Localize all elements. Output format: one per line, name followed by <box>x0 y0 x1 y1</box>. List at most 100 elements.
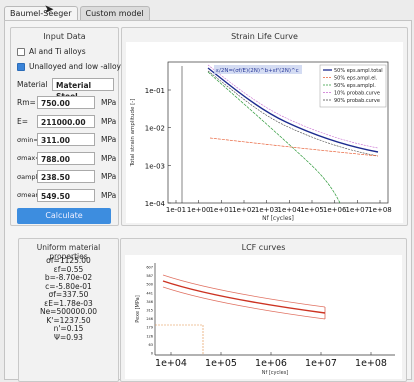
field-input[interactable]: 238.50 <box>37 170 95 183</box>
input-row: σmean= 549.50 MPa <box>17 188 116 202</box>
x-tick-label: 1e+06 <box>323 206 347 214</box>
property-item: c=-5.80e-01 <box>45 281 92 291</box>
formula-text: ε/2N=(σf/E)(2N)^b+εf'(2N)^c <box>216 68 299 74</box>
property-item: Ne=500000.00 <box>39 307 98 316</box>
lcf-title: LCF curves <box>241 243 286 252</box>
field-input[interactable]: 750.00 <box>37 96 95 109</box>
field-input[interactable]: 311.00 <box>37 133 95 146</box>
y-axis-label: Pexe [MPa] <box>135 295 141 322</box>
x-tick-label: 1e+05 <box>205 358 237 369</box>
y-tick-label: 1e-01 <box>145 87 165 95</box>
x-tick-label: 1e+02 <box>232 206 256 214</box>
tab-baumel-seeger[interactable]: Baumel-Seeger <box>4 6 78 22</box>
field-label: Rm= <box>17 98 36 107</box>
x-tick-label: 1e+03 <box>255 206 279 214</box>
input-row: σmin= 311.00 MPa <box>17 133 116 146</box>
al-ti-checkbox[interactable]: Al and Ti alloys <box>17 47 86 56</box>
legend-label: 50% eps.ampl.el. <box>334 76 378 82</box>
legend-label: 50% eps.ampl.total <box>334 68 383 74</box>
input-row: σmax= 788.00 MPa <box>17 151 116 165</box>
properties-list: σf=1125.00 εf=0.55 b=-8.70e-02 c=-5.80e-01 σ… <box>31 256 106 342</box>
property-item: εf=0.55 <box>53 264 84 274</box>
field-unit: MPa <box>101 135 117 144</box>
input-data-title: Input Data <box>43 32 86 41</box>
mouse-cursor-icon: ➤ <box>44 2 55 16</box>
x-tick-label: 1e+07 <box>346 206 370 214</box>
x-tick-label: 1e+04 <box>155 358 187 369</box>
input-data-group: Input Data Al and Ti alloys Unalloyed an… <box>10 27 121 226</box>
upper-curve <box>162 274 326 308</box>
calculate-button[interactable]: Calculate <box>17 208 111 224</box>
y-tick-label: 587 <box>146 274 153 278</box>
unalloyed-checkbox[interactable]: Unalloyed and low -alloy <box>17 62 121 71</box>
strain-life-group: Strain Life Curve 1e-01 1e+00 1e+01 1e+02 1e… <box>121 27 408 226</box>
properties-group: Uniform material properties σf=1125.00 εf… <box>18 238 119 382</box>
property-item: Ψ=0.93 <box>54 332 83 342</box>
x-tick-label: 1e-01 <box>166 206 186 214</box>
al-ti-label: Al and Ti alloys <box>29 47 86 56</box>
x-axis-label: Nf [cycles] <box>262 215 294 222</box>
legend-label: 90% probab.curve <box>334 98 380 104</box>
field-label: σampl= <box>17 172 43 181</box>
y-tick-label: 315 <box>146 309 153 313</box>
property-item: σf=337.50 <box>48 290 89 299</box>
y-tick-label: 0 <box>151 352 153 356</box>
y-tick-label: 1e-02 <box>145 125 165 133</box>
property-item: εE=1.78e-03 <box>44 298 93 308</box>
strain-life-title: Strain Life Curve <box>231 32 298 41</box>
strain-plot-canvas: 1e-01 1e+00 1e+01 1e+02 1e+03 1e+04 1e+05 1e+06… <box>126 42 403 223</box>
total-strain-line <box>207 67 379 153</box>
tab-custom-model[interactable]: Custom model <box>79 6 150 21</box>
material-row: Material Material Steel <box>17 78 114 101</box>
probab-10-line <box>207 64 379 149</box>
x-tick-label: 1e+05 <box>300 206 324 214</box>
elastic-strain-line <box>209 137 379 157</box>
x-tick-label: 1e+07 <box>305 358 337 369</box>
lcf-group: LCF curves 1e+04 1e+05 1e+06 1e+07 1e+08 607 5… <box>120 238 407 382</box>
input-row: E= 211000.00 MPa <box>17 114 117 128</box>
strain-life-chart: 1e-01 1e+00 1e+01 1e+02 1e+03 1e+04 1e+05 1e+06… <box>130 61 392 222</box>
lower-curve <box>162 286 326 320</box>
material-label: Material <box>17 80 48 89</box>
field-label: σmean= <box>17 191 45 199</box>
x-tick-label: 1e+08 <box>355 358 387 369</box>
field-unit: MPa <box>101 98 117 107</box>
x-tick-label: 1e+00 <box>187 206 211 214</box>
mean-curve <box>162 280 326 314</box>
property-item: n'=0.15 <box>53 324 84 333</box>
checkbox-box[interactable] <box>17 62 25 71</box>
plastic-strain-line <box>207 71 341 204</box>
properties-title: Uniform material properties <box>36 243 101 261</box>
input-row: Rm= 750.00 MPa <box>17 96 116 109</box>
field-label: σmin= <box>17 135 39 144</box>
lcf-plot-canvas: 1e+04 1e+05 1e+06 1e+07 1e+08 607 587 500 441 346… <box>125 255 402 379</box>
field-unit: MPa <box>101 172 117 181</box>
material-field[interactable]: Material Steel <box>52 78 114 101</box>
formula-box <box>214 65 302 74</box>
y-tick-label: 1e-04 <box>145 200 166 208</box>
checkbox-box[interactable] <box>17 47 25 56</box>
field-input[interactable]: 211000.00 <box>37 114 95 128</box>
field-input[interactable]: 788.00 <box>37 151 95 165</box>
x-tick-label: 1e+06 <box>255 358 287 369</box>
y-tick-label: 500 <box>146 283 153 287</box>
field-input[interactable]: 549.50 <box>37 188 95 202</box>
y-tick-label: 607 <box>146 266 153 270</box>
y-tick-label: 126 <box>146 334 153 338</box>
legend-label: 10% probab.curve <box>334 91 380 97</box>
input-row: σampl= 238.50 MPa <box>17 170 116 183</box>
y-tick-label: 63 <box>149 343 153 347</box>
x-tick-label: 1e+08 <box>368 206 392 214</box>
lcf-chart: 1e+04 1e+05 1e+06 1e+07 1e+08 607 587 500 441 346… <box>135 263 395 376</box>
y-tick-label: 246 <box>146 317 153 321</box>
y-tick-label: 346 <box>146 300 153 304</box>
x-tick-label: 1e+01 <box>210 206 234 214</box>
probab-90-line <box>207 70 379 157</box>
y-tick-label: 441 <box>146 291 153 295</box>
x-tick-label: 1e+04 <box>278 206 302 214</box>
unalloyed-label: Unalloyed and low -alloy <box>29 62 121 71</box>
property-item: K'=1237.50 <box>46 315 91 325</box>
field-unit: MPa <box>101 116 117 126</box>
y-tick-label: 179 <box>146 326 153 330</box>
y-axis-label: Total strain amplitude [-] <box>130 99 136 168</box>
